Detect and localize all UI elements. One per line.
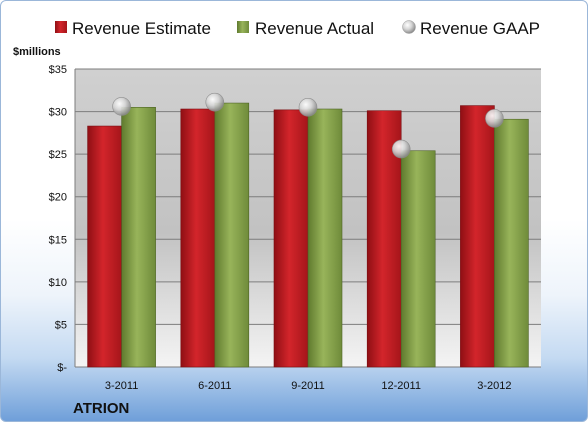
- y-tick-label: $15: [49, 234, 67, 246]
- x-tick-label: 3-2012: [477, 380, 511, 392]
- company-name: ATRION: [73, 400, 129, 417]
- gaap-markers: [112, 92, 504, 159]
- legend: Revenue Estimate Revenue Actual Revenue …: [55, 19, 540, 38]
- x-tick-label: 3-2011: [105, 380, 138, 392]
- y-tick-label: $-: [57, 362, 67, 374]
- marker-revenue-gaap-12-2011: [391, 139, 411, 159]
- legend-label-revenue-gaap: Revenue GAAP: [420, 19, 540, 38]
- y-tick-label: $35: [49, 64, 67, 76]
- y-tick-label: $5: [55, 319, 67, 331]
- x-tick-label: 6-2011: [198, 380, 231, 392]
- legend-label-revenue-estimate: Revenue Estimate: [72, 19, 211, 38]
- bar-revenue-estimate-3-2012: [460, 105, 495, 368]
- marker-revenue-gaap-3-2012: [485, 109, 504, 128]
- bar-revenue-actual-12-2011: [400, 150, 436, 368]
- unit-label: $millions: [13, 46, 61, 58]
- x-axis: 3-2011 6-2011 9-2011 12-2011 3-2012: [105, 380, 512, 392]
- y-axis: $- $5 $10 $15 $20 $25 $30 $35: [49, 64, 76, 374]
- marker-revenue-gaap-9-2011: [298, 98, 318, 117]
- legend-label-revenue-actual: Revenue Actual: [255, 19, 374, 38]
- legend-swatch-revenue-gaap: [402, 20, 416, 34]
- bar-revenue-actual-6-2011: [214, 102, 250, 368]
- marker-revenue-gaap-3-2011: [112, 97, 131, 116]
- y-tick-label: $10: [49, 277, 67, 289]
- y-tick-label: $20: [49, 192, 67, 204]
- bar-revenue-actual-3-2012: [494, 118, 529, 368]
- bar-revenue-actual-3-2011: [121, 107, 156, 368]
- y-tick-label: $25: [49, 149, 67, 161]
- bar-revenue-actual-9-2011: [307, 108, 343, 368]
- x-tick-label: 9-2011: [291, 380, 324, 392]
- y-tick-label: $30: [49, 107, 67, 119]
- bars: [87, 102, 529, 368]
- legend-swatch-revenue-estimate: [55, 21, 67, 33]
- legend-swatch-revenue-actual: [237, 21, 249, 33]
- bar-revenue-estimate-3-2011: [87, 125, 122, 368]
- x-tick-label: 12-2011: [381, 380, 421, 392]
- bar-revenue-estimate-9-2011: [273, 109, 309, 368]
- marker-revenue-gaap-6-2011: [205, 92, 225, 112]
- bar-revenue-estimate-6-2011: [180, 108, 216, 368]
